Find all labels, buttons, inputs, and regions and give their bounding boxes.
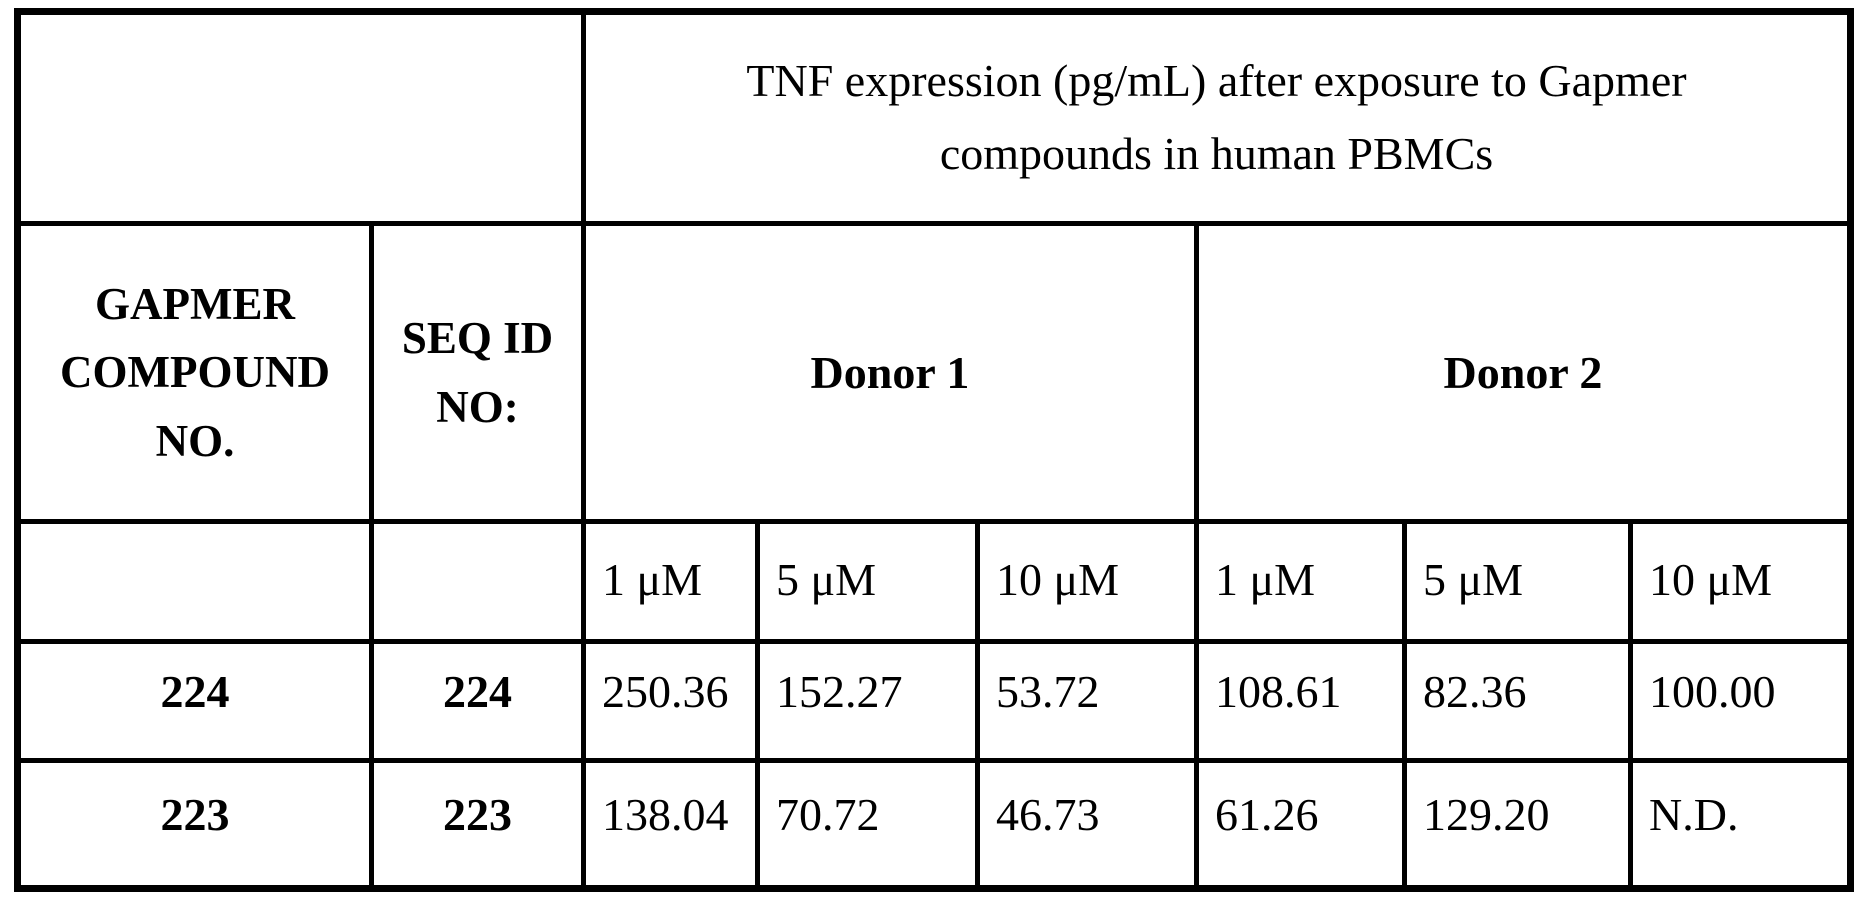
value-cell-d2-10um: N.D.	[1628, 758, 1853, 891]
compound-no-cell: 223	[15, 758, 374, 891]
table-row-group-headers: GAPMER COMPOUND NO. SEQ ID NO: Donor 1 D…	[15, 221, 1853, 524]
value-cell-d2-1um: 61.26	[1194, 758, 1407, 891]
conc-header-d2-10um: 10 μM	[1628, 519, 1853, 644]
donor1-header: Donor 1	[581, 221, 1199, 524]
value-cell-d1-5um: 70.72	[755, 758, 980, 891]
donor2-header: Donor 2	[1194, 221, 1853, 524]
value-cell-d2-10um: 100.00	[1628, 639, 1853, 763]
tnf-expression-table: TNF expression (pg/mL) after exposure to…	[14, 8, 1854, 892]
compound-no-header: GAPMER COMPOUND NO.	[15, 221, 374, 524]
seq-id-cell: 223	[369, 758, 586, 891]
conc-header-d2-5um: 5 μM	[1402, 519, 1633, 644]
value-cell-d2-1um: 108.61	[1194, 639, 1407, 763]
tnf-title-text: TNF expression (pg/mL) after exposure to…	[746, 55, 1687, 179]
table-row-title: TNF expression (pg/mL) after exposure to…	[15, 9, 1853, 226]
empty-cell	[15, 519, 374, 644]
value-cell-d1-10um: 46.73	[975, 758, 1199, 891]
tnf-title-cell: TNF expression (pg/mL) after exposure to…	[581, 9, 1853, 226]
conc-header-d1-1um: 1 μM	[581, 519, 760, 644]
table-row-concentrations: 1 μM 5 μM 10 μM 1 μM 5 μM 10 μM	[15, 519, 1853, 644]
conc-header-d1-10um: 10 μM	[975, 519, 1199, 644]
value-cell-d1-10um: 53.72	[975, 639, 1199, 763]
value-cell-d1-5um: 152.27	[755, 639, 980, 763]
seq-id-header: SEQ ID NO:	[369, 221, 586, 524]
table-row-compound-224: 224 224 250.36 152.27 53.72 108.61 82.36…	[15, 639, 1853, 763]
conc-header-d1-5um: 5 μM	[755, 519, 980, 644]
value-cell-d1-1um: 138.04	[581, 758, 760, 891]
compound-no-cell: 224	[15, 639, 374, 763]
empty-corner-cell	[15, 9, 586, 226]
seq-id-cell: 224	[369, 639, 586, 763]
empty-cell	[369, 519, 586, 644]
value-cell-d2-5um: 82.36	[1402, 639, 1633, 763]
table-row-compound-223: 223 223 138.04 70.72 46.73 61.26 129.20 …	[15, 758, 1853, 891]
conc-header-d2-1um: 1 μM	[1194, 519, 1407, 644]
value-cell-d1-1um: 250.36	[581, 639, 760, 763]
value-cell-d2-5um: 129.20	[1402, 758, 1633, 891]
